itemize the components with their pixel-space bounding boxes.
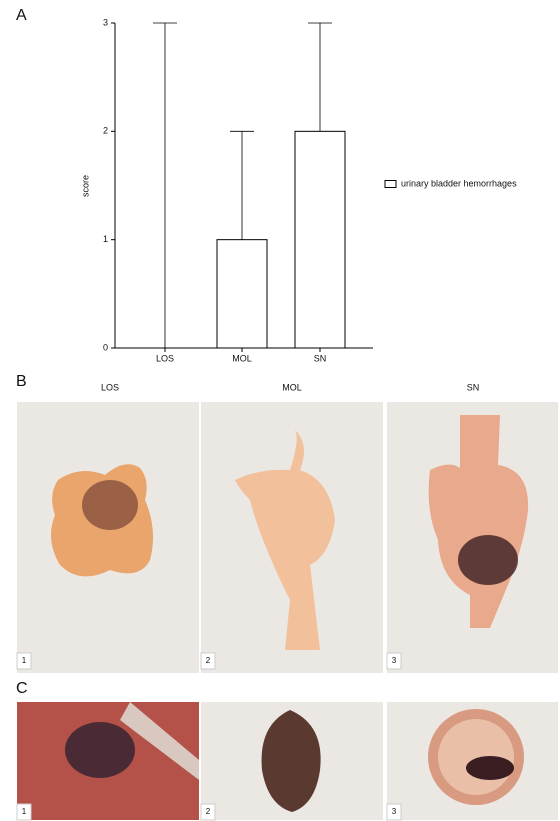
legend-swatch [385,181,396,188]
y-tick-label: 3 [103,17,108,27]
photo-number: 1 [22,656,27,665]
photo: 2 [201,402,383,673]
photo-number: 3 [392,656,397,665]
chart: 0 1 2 3 LOS MOL SN urinary bladder hemorrhages [103,17,517,363]
photo-number: 2 [206,807,211,816]
y-tick-label: 2 [103,126,108,136]
column-label: LOS [101,382,119,392]
panel-label: C [16,680,28,697]
bar [217,240,267,348]
y-axis-label: score [80,175,90,197]
panel-label: B [16,373,27,390]
y-tick-label: 1 [103,234,108,244]
photo-number: 2 [206,656,211,665]
figure: A score 0 1 2 3 LOS MOL SN urinary bladder hemo… [0,0,560,821]
bar [295,131,345,348]
photo: 1 [17,402,199,673]
photo-number: 1 [22,807,27,816]
photo: 3 [387,402,558,673]
photo: 2 [201,702,383,820]
x-tick-label: SN [314,353,327,363]
x-tick-label: LOS [156,353,174,363]
panel-label: A [16,7,27,24]
column-label: SN [467,382,480,392]
photo: 1 [17,702,199,820]
legend-label: urinary bladder hemorrhages [401,178,517,188]
x-tick-label: MOL [232,353,252,363]
column-label: MOL [282,382,302,392]
photo: 3 [387,702,558,820]
y-tick-label: 0 [103,342,108,352]
photo-number: 3 [392,807,397,816]
